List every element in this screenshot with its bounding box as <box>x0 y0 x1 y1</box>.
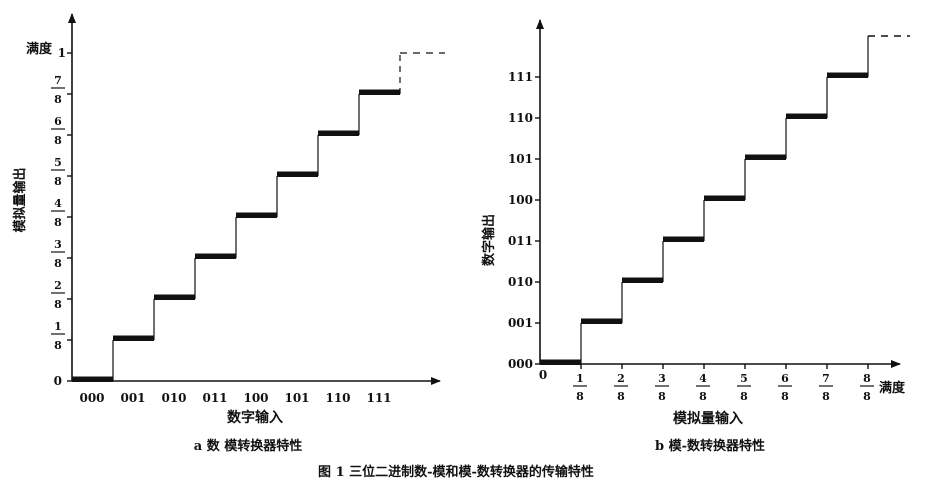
adc-step-bar <box>745 154 786 160</box>
adc-full-scale-label: 满度 <box>879 380 906 396</box>
dac-step-bar <box>72 376 113 382</box>
dac-step-bar <box>195 253 236 259</box>
dac-y-axis-title: 模拟量输出 <box>12 167 28 232</box>
dac-step-bar <box>154 294 195 300</box>
adc-x-tick-den: 8 <box>740 390 748 403</box>
adc-x-origin-label: 0 <box>539 368 547 382</box>
adc-step-bar <box>622 277 663 283</box>
adc-x-tick-num: 7 <box>822 372 830 385</box>
dac-y-tick-label: 1 <box>58 46 66 60</box>
dac-y-tick-den: 8 <box>54 216 62 229</box>
dac-y-tick-den: 8 <box>54 257 62 270</box>
adc-x-tick-num: 2 <box>617 372 625 385</box>
dac-x-tick-label: 100 <box>243 391 268 405</box>
adc-chart: 数字输出 模拟量输入 0 满度 b 模-数转换器特性 000 001 010 011 1… <box>481 19 910 454</box>
dac-y-tick-num: 3 <box>54 238 62 251</box>
adc-caption: b 模-数转换器特性 <box>655 438 765 454</box>
adc-step-bar <box>704 195 745 201</box>
adc-x-tick-num: 4 <box>699 372 707 385</box>
adc-step-bar <box>827 72 868 78</box>
adc-x-tick-num: 8 <box>863 372 871 385</box>
dac-step-bar <box>113 335 154 341</box>
dac-x-tick-label: 000 <box>79 391 104 405</box>
adc-x-tick-num: 1 <box>576 372 584 385</box>
dac-y-tick-num: 2 <box>54 279 62 292</box>
dac-y-tick-den: 8 <box>54 298 62 311</box>
dac-y-tick-den: 8 <box>54 134 62 147</box>
dac-y-tick-num: 7 <box>54 74 62 87</box>
adc-x-tick-num: 3 <box>658 372 666 385</box>
adc-x-tick-den: 8 <box>699 390 707 403</box>
figure-caption: 图 1 三位二进制数-模和模-数转换器的传输特性 <box>318 464 594 480</box>
adc-step-bar <box>581 318 622 324</box>
adc-x-tick-den: 8 <box>863 390 871 403</box>
dac-x-tick-label: 010 <box>161 391 186 405</box>
dac-y-tick-den: 8 <box>54 93 62 106</box>
adc-y-tick-label: 111 <box>508 70 533 84</box>
dac-full-scale-label: 满度 <box>26 41 53 57</box>
adc-x-tick-den: 8 <box>617 390 625 403</box>
dac-chart: 满度 模拟量输出 数字输入 a 数 模转换器特性 0 1 8 2 8 3 8 4 8 5 8 6 8 7 8… <box>12 13 445 454</box>
dac-y-tick-num: 5 <box>54 156 62 169</box>
adc-x-tick-den: 8 <box>822 390 830 403</box>
dac-y-tick-den: 8 <box>54 339 62 352</box>
dac-y-tick-label: 0 <box>54 374 62 388</box>
dac-y-tick-num: 4 <box>54 197 62 210</box>
adc-x-tick-num: 5 <box>740 372 748 385</box>
dac-x-tick-label: 001 <box>120 391 145 405</box>
adc-y-axis-title: 数字输出 <box>481 214 497 266</box>
adc-x-tick-den: 8 <box>658 390 666 403</box>
adc-y-tick-label: 101 <box>508 152 533 166</box>
dac-x-tick-label: 110 <box>325 391 350 405</box>
adc-step-bar <box>663 236 704 242</box>
adc-y-tick-label: 110 <box>508 111 533 125</box>
adc-x-tick-num: 6 <box>781 372 789 385</box>
dac-x-axis-title: 数字输入 <box>227 409 283 426</box>
adc-step-bar <box>786 113 827 119</box>
dac-x-tick-label: 011 <box>202 391 227 405</box>
adc-step-bar <box>540 359 581 365</box>
adc-y-tick-label: 011 <box>508 234 533 248</box>
adc-x-axis-title: 模拟量输入 <box>673 410 743 427</box>
dac-caption: a 数 模转换器特性 <box>194 438 302 454</box>
dac-y-tick-den: 8 <box>54 175 62 188</box>
adc-y-tick-label: 010 <box>508 275 533 289</box>
dac-step-bar <box>318 130 359 136</box>
dac-step-bar <box>359 89 400 95</box>
adc-y-tick-label: 000 <box>508 357 533 371</box>
adc-x-tick-den: 8 <box>781 390 789 403</box>
adc-y-tick-label: 100 <box>508 193 533 207</box>
dac-x-tick-label: 101 <box>284 391 309 405</box>
dac-x-tick-label: 111 <box>366 391 391 405</box>
dac-y-tick-num: 6 <box>54 115 62 128</box>
adc-y-tick-label: 001 <box>508 316 533 330</box>
dac-y-tick-num: 1 <box>54 320 62 333</box>
dac-step-bar <box>236 212 277 218</box>
dac-step-bar <box>277 171 318 177</box>
adc-x-tick-den: 8 <box>576 390 584 403</box>
